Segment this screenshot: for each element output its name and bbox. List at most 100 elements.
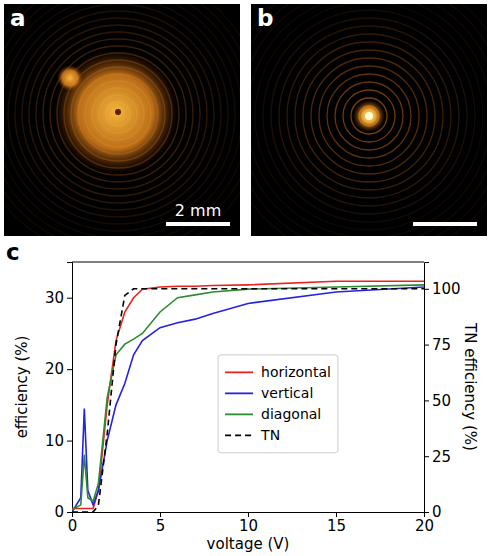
tick: 5 (156, 512, 166, 535)
tick: 10 (45, 432, 72, 450)
tick: 0 (424, 503, 442, 521)
tick-mark (424, 400, 429, 401)
diffraction-ring (271, 18, 467, 214)
tick: 25 (424, 447, 451, 465)
scale-bar-label: 2 mm (175, 201, 221, 220)
x-axis: 05101520 (68, 512, 434, 535)
chart: c0510152001020300255075100voltage (V)eff… (6, 239, 479, 553)
diffraction-ring (4, 4, 235, 231)
tick-label: 25 (432, 447, 451, 465)
legend-label: TN (260, 427, 280, 443)
tick: 50 (424, 392, 451, 410)
image-background (251, 4, 487, 236)
tick-label: 10 (239, 517, 258, 535)
tick: 0 (68, 512, 78, 535)
legend-swatch (225, 371, 253, 373)
data-line (72, 285, 424, 510)
tick-mark (67, 298, 72, 299)
axis-line (67, 263, 73, 513)
panel-letter: c (6, 239, 20, 265)
beam-image (251, 4, 487, 236)
diffraction-ring (251, 4, 487, 236)
figure: 2 mmabc0510152001020300255075100voltage … (0, 0, 491, 556)
diffraction-ring (351, 98, 387, 134)
panel-letter: b (257, 5, 273, 31)
plot-area (72, 281, 424, 512)
diffraction-ring (15, 11, 221, 217)
diffraction-ring (279, 26, 459, 206)
diffraction-ring (319, 66, 419, 166)
diffraction-ring (251, 4, 487, 236)
beam-glow (54, 50, 178, 174)
y2-axis: 0 25 50 75 100 (424, 263, 461, 522)
beam-image (4, 4, 240, 236)
tick-mark (424, 289, 429, 290)
panel-letter: a (10, 5, 26, 31)
tick-mark (67, 369, 72, 370)
diffraction-ring (295, 42, 443, 190)
y2-axis-title: TN efficiency (%) (461, 322, 479, 451)
tick: 30 (45, 289, 72, 307)
tick-label: 0 (432, 503, 442, 521)
data-line (72, 287, 424, 512)
tick: 15 (327, 512, 346, 535)
tick-mark (67, 512, 72, 513)
beam-glow (353, 100, 385, 132)
diffraction-ring (4, 4, 240, 236)
diffraction-ring (50, 46, 186, 182)
diffraction-ring (4, 4, 240, 236)
legend-label: diagonal (261, 406, 321, 422)
diffraction-ring (251, 4, 487, 236)
tick: 75 (424, 336, 451, 354)
y-axis-title: efficiency (%) (13, 336, 31, 439)
data-line (72, 289, 424, 512)
diffraction-ring (343, 90, 395, 142)
tick-label: 30 (45, 289, 64, 307)
diffraction-ring (255, 4, 483, 230)
legend-swatch (225, 434, 253, 436)
diffraction-ring (8, 4, 228, 224)
diffraction-ring (311, 58, 427, 174)
tick: 20 (45, 360, 72, 378)
image-panel: 2 mm a (0, 0, 263, 259)
tick: 0 (54, 503, 72, 521)
tick-label: 0 (68, 517, 78, 535)
y-axis: 0 10 20 30 (45, 263, 73, 522)
data-line (72, 281, 424, 508)
legend-label: horizontal (261, 364, 331, 380)
x-axis-title: voltage (V) (207, 535, 290, 553)
image-panel: b (223, 0, 491, 262)
diffraction-ring (43, 39, 193, 189)
beam-spot (365, 112, 373, 120)
tick-label: 5 (156, 517, 166, 535)
tick-label: 0 (54, 503, 64, 521)
diffraction-ring (287, 34, 451, 198)
diffraction-ring (263, 10, 475, 222)
scale-bar (166, 222, 230, 226)
diffraction-ring (327, 74, 411, 158)
diffraction-ring (4, 4, 240, 236)
plot-frame (72, 262, 424, 263)
legend-label: vertical (261, 385, 313, 401)
axis-line (425, 263, 430, 513)
diffraction-ring (335, 82, 403, 150)
tick: 100 (424, 280, 461, 298)
diffraction-ring (36, 32, 200, 196)
tick-label: 100 (432, 280, 461, 298)
tick-label: 15 (327, 517, 346, 535)
tick-mark (424, 512, 429, 513)
scale-bar (413, 222, 477, 226)
tick: 10 (239, 512, 258, 535)
legend-swatch (225, 413, 253, 415)
diffraction-ring (303, 50, 435, 182)
tick-label: 10 (45, 432, 64, 450)
tick-mark (424, 345, 429, 346)
tick-label: 50 (432, 392, 451, 410)
tick-label: 75 (432, 336, 451, 354)
beam-center (115, 109, 121, 115)
legend: horizontal vertical diagonal TN (218, 355, 338, 453)
diffraction-ring (22, 18, 214, 210)
legend-frame (218, 355, 338, 453)
diffraction-ring (4, 4, 240, 236)
diffraction-ring (251, 4, 487, 236)
